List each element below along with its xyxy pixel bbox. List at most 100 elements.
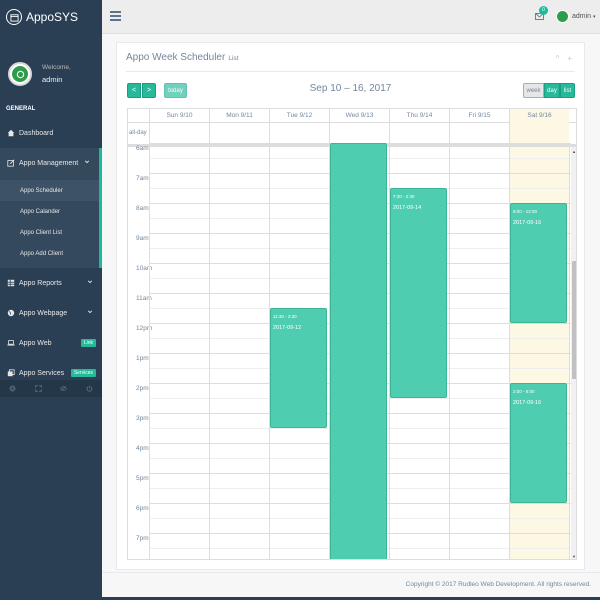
scroll-up-icon[interactable]: ▲ (572, 149, 576, 154)
time-label: 6am (136, 145, 149, 152)
nav-appo-web[interactable]: Appo Web Link (0, 328, 102, 358)
fullscreen-button[interactable] (26, 380, 52, 397)
scroll-down-icon[interactable]: ▼ (572, 554, 576, 559)
event-time: 2:00 - 6:00 (513, 389, 535, 394)
week-calendar: Sun 9/10 Mon 9/11 Tue 9/12 Wed 9/13 Thu 9/14… (127, 108, 577, 560)
calendar-logo-icon (6, 9, 22, 25)
event-time: 11:30 - 3:30 (273, 314, 297, 319)
day-divider (269, 147, 270, 559)
calendar-header-row: Sun 9/10 Mon 9/11 Tue 9/12 Wed 9/13 Thu 9/14… (128, 109, 576, 123)
close-icon[interactable]: + (567, 54, 572, 63)
nav-appo-reports[interactable]: Appo Reports (0, 268, 102, 298)
copyright-text: Copyright © 2017 Rudleo Web Development.… (405, 581, 591, 588)
brand[interactable]: AppoSYS (0, 0, 102, 34)
table-icon (7, 279, 15, 287)
panel-title-text: Appo Week Scheduler (126, 52, 226, 63)
collapse-icon[interactable]: ^ (555, 54, 560, 63)
sub-item-calander[interactable]: Appo Calander (20, 208, 61, 215)
time-label: 3pm (136, 415, 149, 422)
home-icon (7, 129, 15, 137)
eye-slash-icon (60, 386, 67, 391)
time-label: 6pm (136, 505, 149, 512)
header-corner (128, 109, 149, 123)
day-header: Sun 9/10 (149, 109, 209, 123)
fullscreen-icon (35, 385, 42, 392)
allday-label: all-day (129, 130, 147, 136)
time-label: 2pm (136, 385, 149, 392)
panel-title: Appo Week Scheduler List (126, 52, 238, 63)
time-grid[interactable]: 6am 7am 8am 9am 10am 11am 12pm 1pm 2pm 3pm 4pm 5pm 6… (128, 143, 571, 559)
nav-appo-reports-label: Appo Reports (19, 279, 62, 287)
calendar-event[interactable]: 2:00 - 6:00 2017-09-16 (510, 383, 567, 503)
lock-button[interactable] (51, 380, 77, 397)
event-title: 2017-09-14 (393, 205, 422, 211)
time-label: 1pm (136, 355, 149, 362)
allday-cell[interactable] (389, 123, 449, 144)
day-header: Tue 9/12 (269, 109, 329, 123)
day-divider (449, 147, 450, 559)
day-view-button[interactable]: day (544, 83, 560, 98)
sub-item-add-client[interactable]: Appo Add Client (20, 250, 64, 257)
profile-name: admin (42, 75, 63, 84)
avatar[interactable] (8, 62, 32, 86)
allday-cell[interactable] (149, 123, 209, 144)
link-badge: Link (80, 339, 96, 347)
day-header: Sat 9/16 (509, 109, 569, 123)
nav-appo-webpage[interactable]: Appo Webpage (0, 298, 102, 328)
nav-appo-web-label: Appo Web (19, 339, 52, 347)
section-title-general: GENERAL (6, 106, 36, 112)
sidebar-footer (0, 380, 102, 397)
settings-button[interactable] (0, 380, 26, 397)
edit-icon (7, 159, 15, 167)
laptop-icon (7, 339, 15, 347)
mail-count-badge: 0 (539, 6, 548, 15)
day-divider (509, 147, 510, 559)
sub-item-client-list[interactable]: Appo Client List (20, 229, 63, 236)
allday-cell[interactable] (329, 123, 389, 144)
prev-week-button[interactable]: < (127, 83, 141, 98)
nav-dashboard[interactable]: Dashboard (0, 118, 102, 148)
user-avatar[interactable] (556, 10, 569, 23)
time-label: 12pm (136, 325, 153, 332)
week-view-button[interactable]: week (523, 83, 544, 98)
allday-cell[interactable] (509, 123, 569, 144)
time-label: 9am (136, 235, 149, 242)
gear-icon (9, 385, 16, 392)
event-title: 2017-09-16 (513, 220, 542, 226)
day-header: Thu 9/14 (389, 109, 449, 123)
calendar-event[interactable]: 7:30 - 2:30 2017-09-14 (390, 188, 447, 398)
calendar-event[interactable]: 8:00 - 12:00 2017-09-16 (510, 203, 567, 323)
time-label: 8am (136, 205, 149, 212)
power-icon (86, 385, 93, 392)
event-time: 8:00 - 12:00 (513, 209, 538, 214)
calendar-event[interactable]: 11:30 - 3:30 2017-09-12 (270, 308, 327, 428)
sub-item-scheduler[interactable]: Appo Scheduler (0, 180, 99, 201)
allday-cell[interactable] (209, 123, 269, 144)
allday-cell[interactable] (269, 123, 329, 144)
panel-divider (126, 71, 575, 72)
user-menu[interactable]: admin ▾ (572, 13, 596, 20)
today-button[interactable]: today (164, 83, 187, 98)
globe-icon (7, 309, 15, 317)
calendar-event[interactable] (330, 143, 387, 559)
nav-dashboard-label: Dashboard (19, 129, 54, 137)
sidebar: AppoSYS Welcome, admin GENERAL Dashboard… (0, 0, 102, 600)
allday-cell[interactable] (449, 123, 509, 144)
logout-button[interactable] (77, 380, 103, 397)
nav-appo-services[interactable]: Appo Services Services (0, 358, 102, 388)
event-time: 7:30 - 2:30 (393, 194, 415, 199)
scrollbar-thumb[interactable] (572, 261, 576, 379)
user-menu-label: admin (572, 13, 592, 20)
day-divider (329, 147, 330, 559)
menu-toggle-icon[interactable] (110, 11, 121, 21)
list-view-button[interactable]: list (560, 83, 575, 98)
brand-name: AppoSYS (26, 10, 79, 24)
welcome-text: Welcome, (42, 64, 71, 71)
calendar-scrollbar[interactable]: ▲ ▼ (571, 147, 576, 559)
clone-icon (7, 369, 15, 377)
nav-appo-management-label: Appo Management (19, 159, 79, 167)
time-label: 4pm (136, 445, 149, 452)
day-divider (569, 147, 570, 559)
next-week-button[interactable]: > (142, 83, 156, 98)
nav-appo-management[interactable]: Appo Management (0, 148, 102, 178)
